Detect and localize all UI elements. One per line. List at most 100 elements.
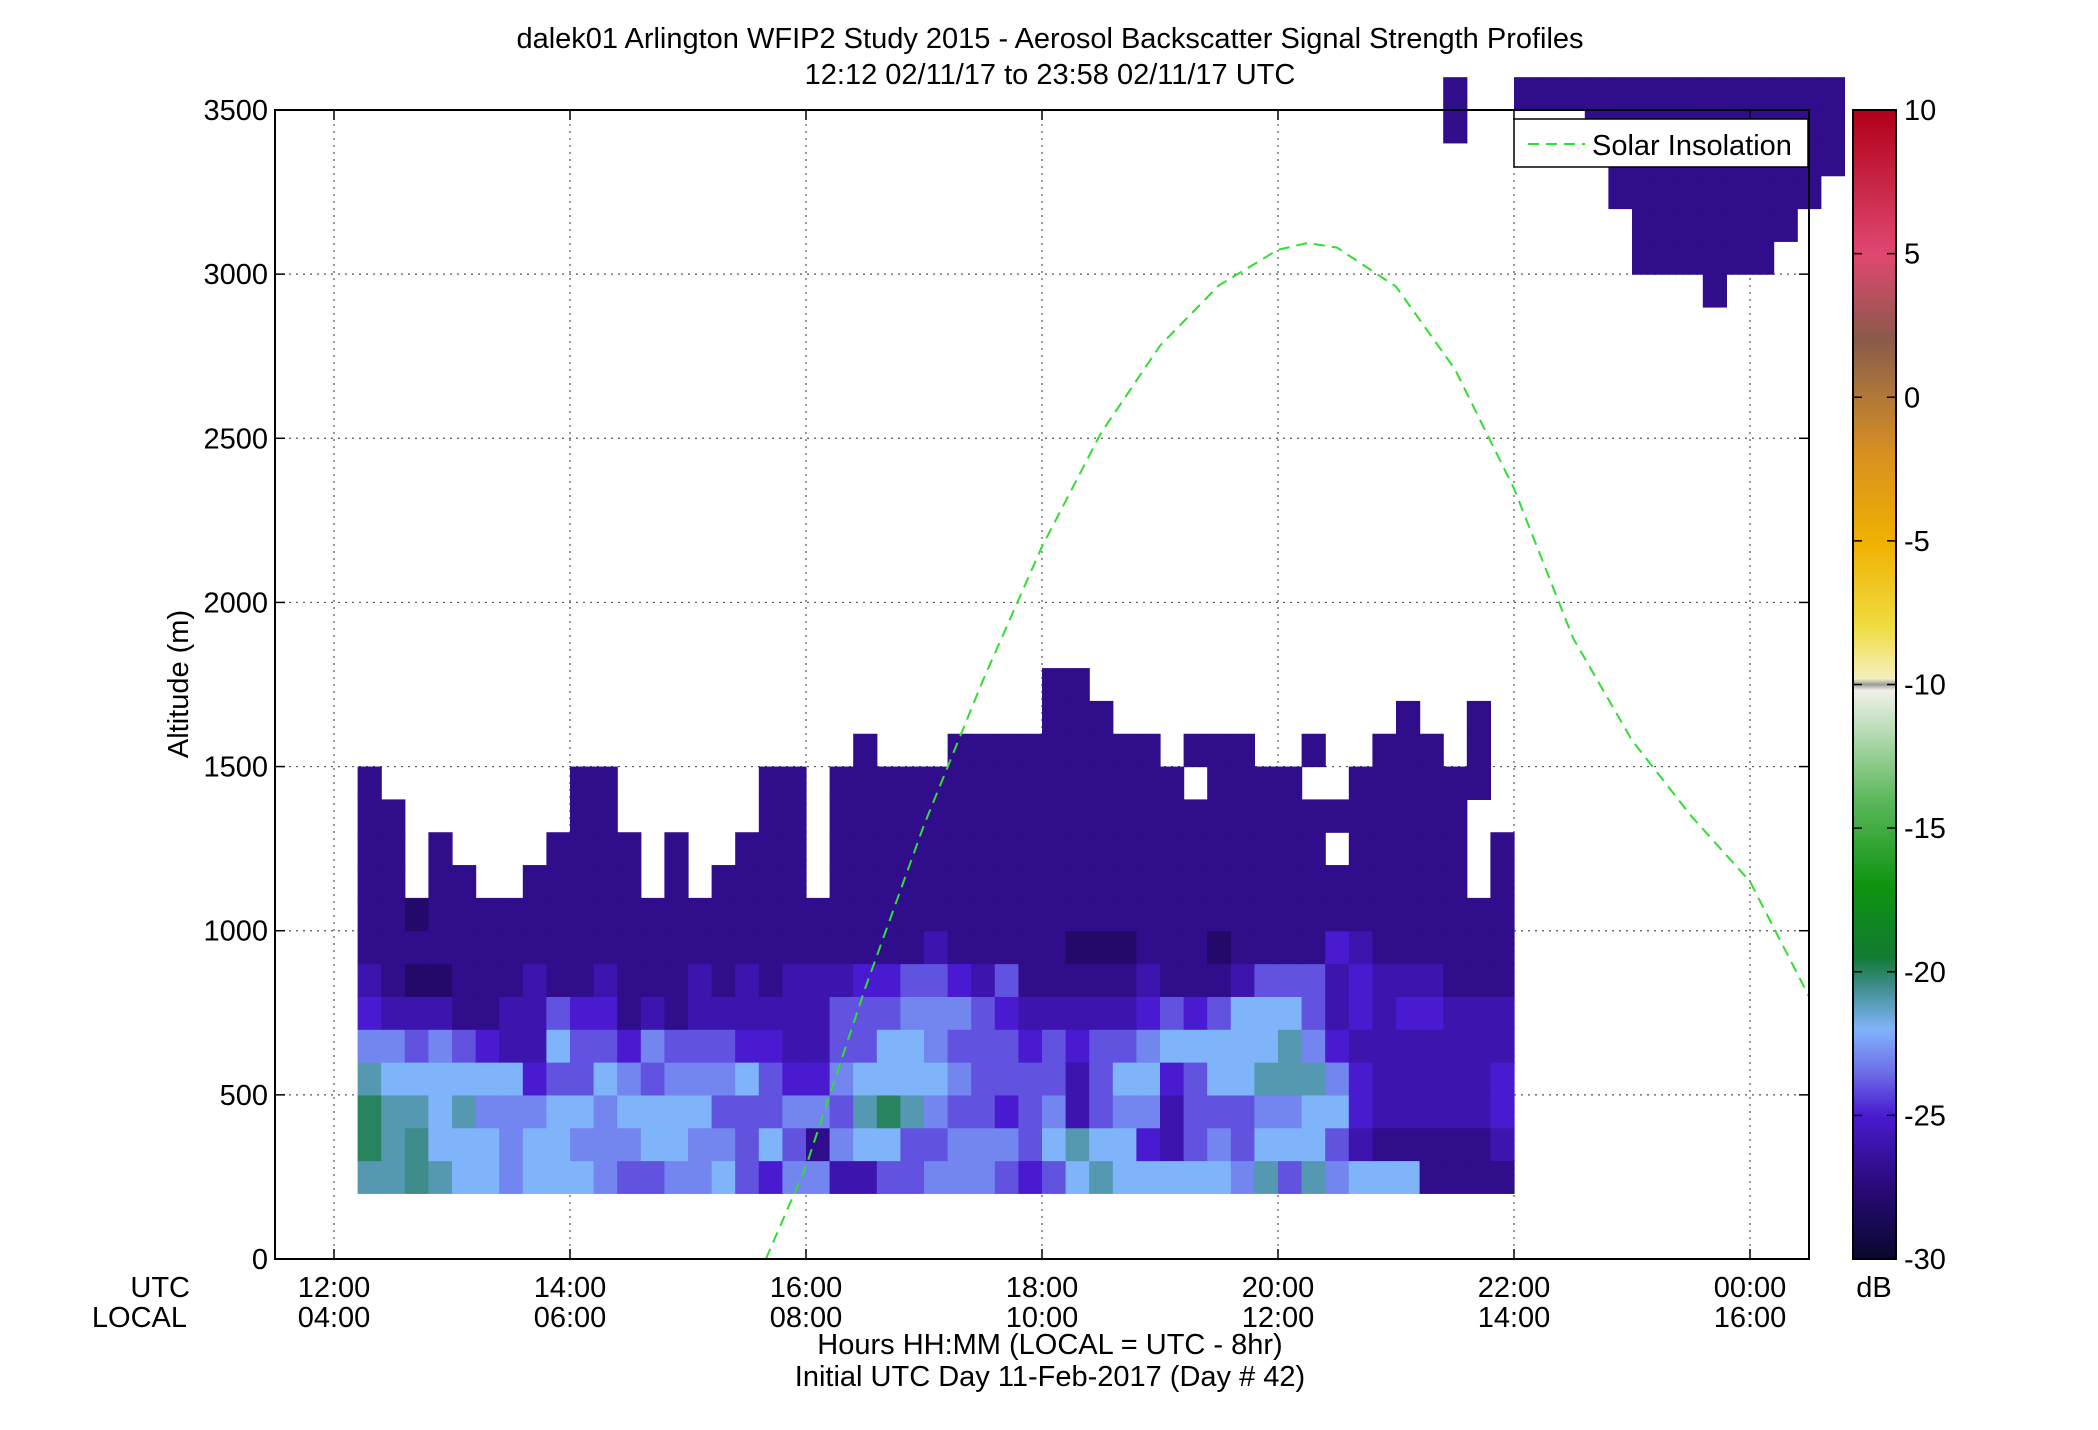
heatmap-cell xyxy=(475,930,500,965)
heatmap-cell xyxy=(1160,766,1185,800)
heatmap-cell xyxy=(876,832,901,866)
heatmap-cell xyxy=(688,996,713,1030)
heatmap-cell xyxy=(735,897,760,932)
heatmap-cell xyxy=(1089,1160,1114,1194)
heatmap-cell xyxy=(1042,865,1067,899)
heatmap-cell xyxy=(475,963,500,997)
heatmap-cell xyxy=(900,766,925,800)
heatmap-cell xyxy=(853,865,878,899)
heatmap-cell xyxy=(1065,996,1090,1030)
heatmap-cell xyxy=(971,1029,996,1063)
heatmap-cell xyxy=(876,1127,901,1162)
heatmap-cell xyxy=(1443,865,1468,899)
heatmap-cell xyxy=(711,1127,736,1162)
heatmap-cell xyxy=(688,1160,713,1194)
heatmap-cell xyxy=(452,1062,477,1096)
heatmap-cell xyxy=(947,799,972,833)
heatmap-cell xyxy=(522,865,547,899)
heatmap-cell xyxy=(593,1029,618,1063)
heatmap-cell xyxy=(1230,799,1255,833)
heatmap-cell xyxy=(499,1160,524,1194)
heatmap-cell xyxy=(1230,1160,1255,1194)
heatmap-cell xyxy=(711,897,736,932)
x-tick-label-local: 12:00 xyxy=(1242,1302,1315,1334)
heatmap-cell xyxy=(806,996,831,1030)
heatmap-cell xyxy=(1301,1029,1326,1063)
heatmap-cell xyxy=(1278,865,1303,899)
heatmap-cell xyxy=(546,963,571,997)
heatmap-cell xyxy=(1018,766,1043,800)
heatmap-cell xyxy=(758,1094,783,1129)
heatmap-cell xyxy=(357,865,382,899)
x-row-label-local: LOCAL xyxy=(92,1302,187,1334)
heatmap-cell xyxy=(1112,1127,1137,1162)
heatmap-cell xyxy=(688,1094,713,1129)
heatmap-cell xyxy=(853,930,878,965)
heatmap-cell xyxy=(640,996,665,1030)
heatmap-cell xyxy=(1042,963,1067,997)
heatmap-cell xyxy=(853,832,878,866)
heatmap-cell xyxy=(1325,996,1350,1030)
heatmap-cell xyxy=(853,963,878,997)
heatmap-cell xyxy=(1207,897,1232,932)
heatmap-cell xyxy=(1278,1029,1303,1063)
heatmap-cell xyxy=(1160,799,1185,833)
heatmap-cell xyxy=(357,799,382,833)
heatmap-cell xyxy=(1018,963,1043,997)
heatmap-cell xyxy=(617,897,642,932)
heatmap-cell xyxy=(617,1029,642,1063)
heatmap-cell xyxy=(1136,930,1161,965)
heatmap-cell xyxy=(853,733,878,768)
heatmap-cell xyxy=(829,963,854,997)
heatmap-cell xyxy=(1160,865,1185,899)
heatmap-cell xyxy=(1325,963,1350,997)
heatmap-cell xyxy=(1112,1029,1137,1063)
heatmap-cell xyxy=(900,1160,925,1194)
heatmap-cell xyxy=(853,799,878,833)
heatmap-cell xyxy=(1396,865,1421,899)
heatmap-cell xyxy=(1254,996,1279,1030)
heatmap-cell xyxy=(1466,1062,1491,1096)
heatmap-cell xyxy=(1042,700,1067,735)
heatmap-cell xyxy=(1160,897,1185,932)
heatmap-cell xyxy=(1655,175,1680,210)
heatmap-cell xyxy=(1466,1029,1491,1063)
heatmap-cell xyxy=(1372,996,1397,1030)
heatmap-cell xyxy=(735,865,760,899)
heatmap-cell xyxy=(1042,1160,1067,1194)
heatmap-cell xyxy=(381,897,406,932)
heatmap-cell xyxy=(1396,897,1421,932)
heatmap-cell xyxy=(1348,799,1373,833)
heatmap-cell xyxy=(1018,865,1043,899)
heatmap-cell xyxy=(1419,865,1444,899)
heatmap-cell xyxy=(1065,1029,1090,1063)
heatmap-cell xyxy=(1443,963,1468,997)
heatmap-cell xyxy=(758,963,783,997)
heatmap-cell xyxy=(758,1029,783,1063)
legend-box xyxy=(1513,118,1809,168)
heatmap-cell xyxy=(452,1160,477,1194)
colorbar-tick-label: 5 xyxy=(1904,239,1920,271)
heatmap-cell xyxy=(357,930,382,965)
colorbar-tick-label: -25 xyxy=(1904,1100,1946,1132)
heatmap-cell xyxy=(1183,832,1208,866)
heatmap-cell xyxy=(1820,110,1845,144)
heatmap-cell xyxy=(735,1094,760,1129)
heatmap-cell xyxy=(1443,1062,1468,1096)
heatmap-cell xyxy=(1419,1127,1444,1162)
heatmap-cell xyxy=(499,963,524,997)
heatmap-cell xyxy=(782,963,807,997)
heatmap-cell xyxy=(1396,700,1421,735)
x-tick-label-utc: 14:00 xyxy=(534,1272,607,1304)
x-tick-label-utc: 18:00 xyxy=(1006,1272,1079,1304)
heatmap-cell xyxy=(522,1094,547,1129)
heatmap-cell xyxy=(1419,930,1444,965)
heatmap-cell xyxy=(522,1160,547,1194)
y-tick-layer: 0 500 1000 1500 2000 2500 3000 3500 xyxy=(203,95,1809,1276)
heatmap-cell xyxy=(1679,77,1704,111)
heatmap-cell xyxy=(664,963,689,997)
legend-label-solar-insolation: Solar Insolation xyxy=(1592,130,1792,162)
heatmap-cell xyxy=(1301,963,1326,997)
heatmap-cell xyxy=(876,1160,901,1194)
heatmap-cell xyxy=(1750,241,1775,275)
